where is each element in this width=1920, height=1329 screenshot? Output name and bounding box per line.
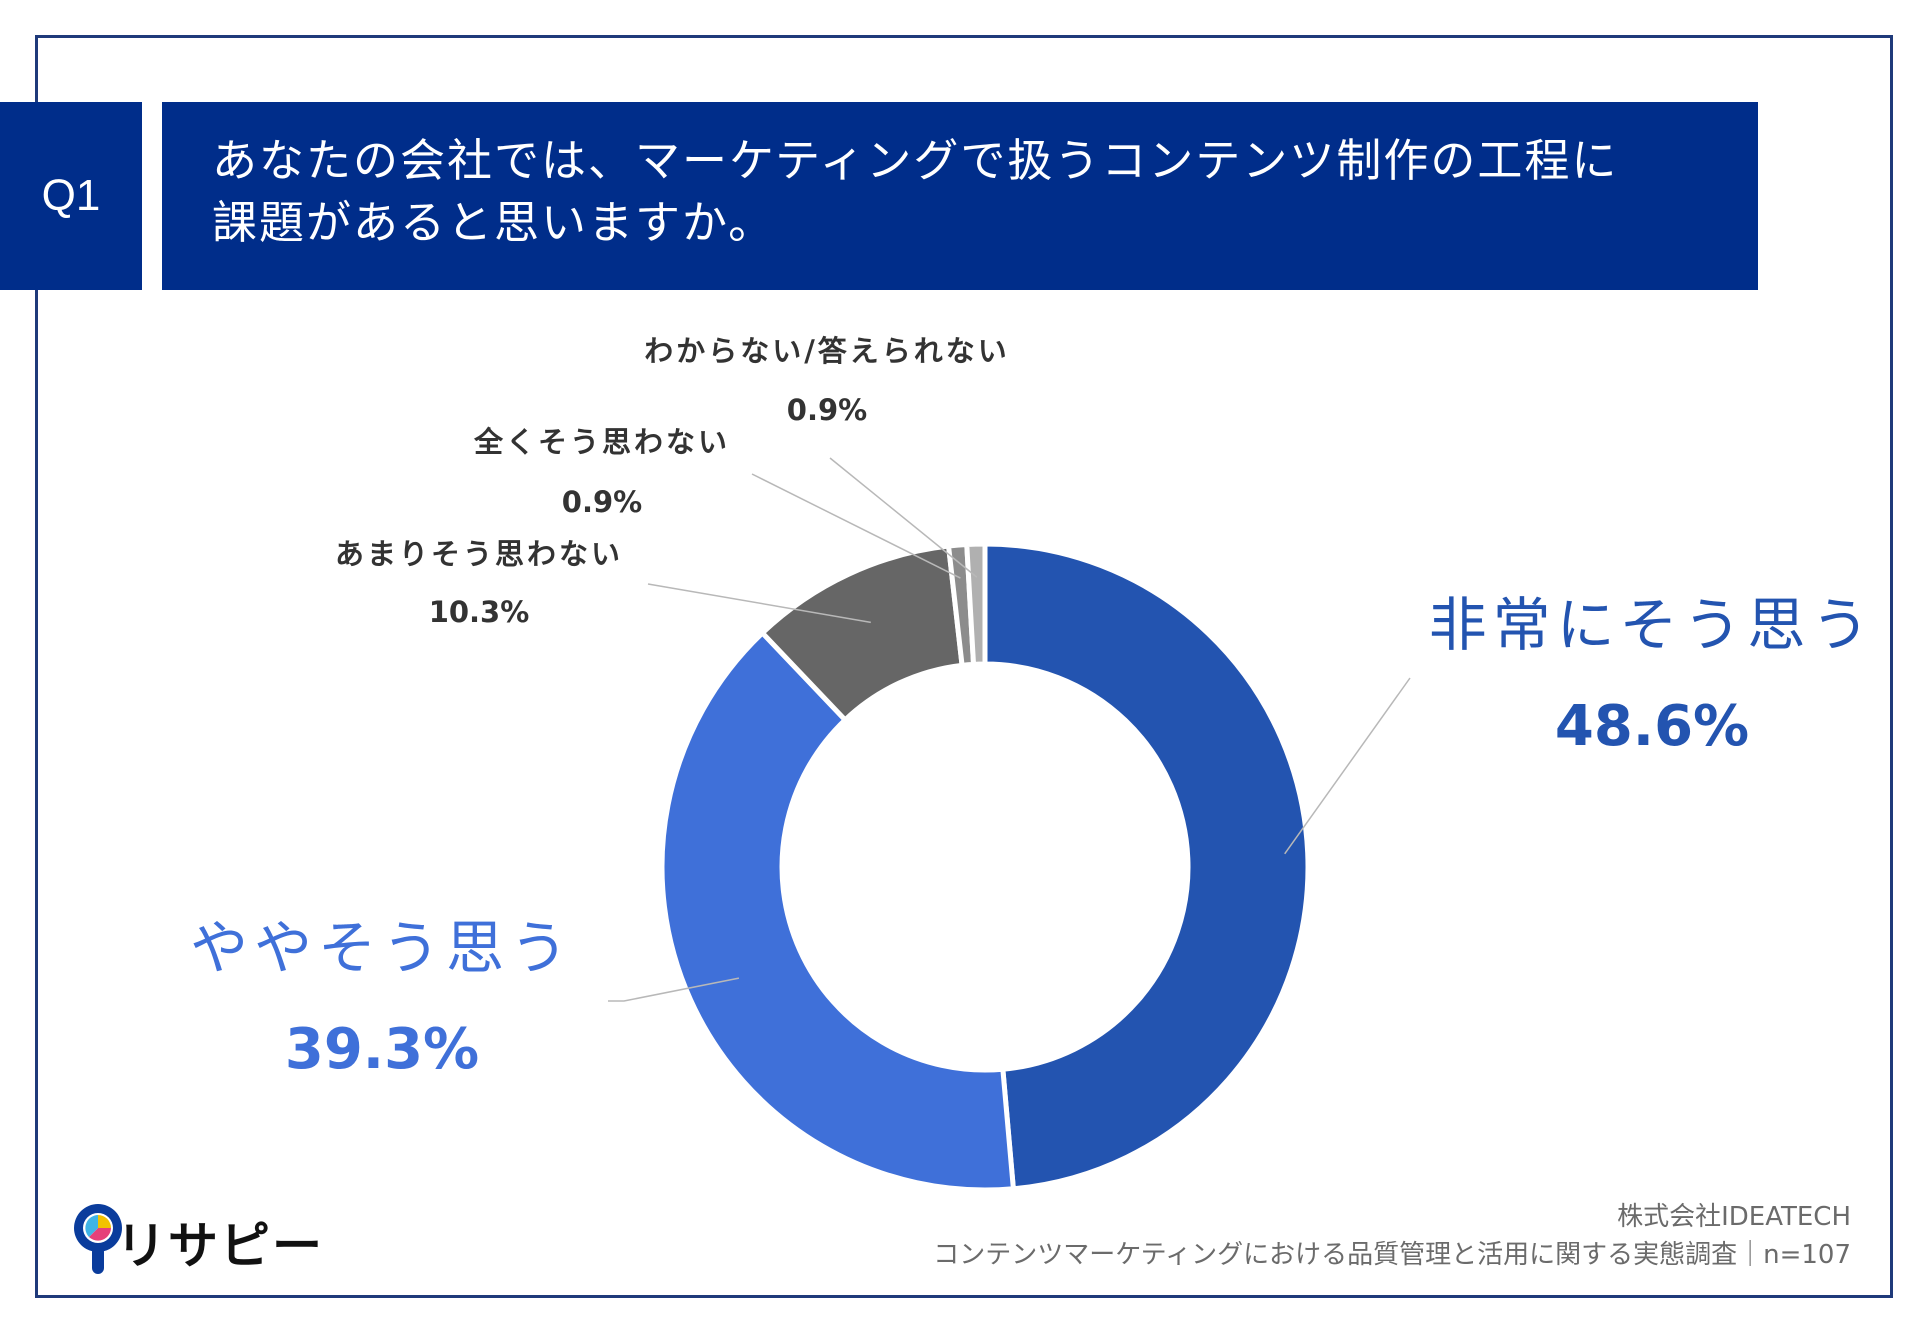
logo-text: リサピー <box>116 1217 324 1275</box>
leader-dont-know <box>829 457 978 578</box>
leader-not-much <box>647 583 871 624</box>
question-title-line2: 課題があると思いますか。 <box>212 196 776 249</box>
label-not-at-all: 全くそう思わない <box>473 425 730 459</box>
value-not-much: 10.3% <box>429 595 530 629</box>
label-somewhat-agree: ややそう思う <box>190 914 574 982</box>
footer: 株式会社IDEATECH コンテンツマーケティングにおける品質管理と活用に関する… <box>933 1198 1851 1274</box>
footer-survey: コンテンツマーケティングにおける品質管理と活用に関する実態調査｜n=107 <box>933 1240 1851 1270</box>
question-number: Q1 <box>0 102 142 290</box>
value-very-agree: 48.6% <box>1555 694 1749 759</box>
label-very-agree: 非常にそう思う <box>1429 591 1876 659</box>
value-somewhat-agree: 39.3% <box>285 1017 479 1082</box>
leader-very-agree <box>1284 677 1411 855</box>
label-not-much: あまりそう思わない <box>335 537 623 571</box>
slice-very-agree <box>982 541 1311 1192</box>
question-title: あなたの会社では、マーケティングで扱うコンテンツ制作の工程に 課題があると思いま… <box>162 102 1758 290</box>
chart-frame <box>35 35 1893 1298</box>
leader-not-at-all <box>751 473 961 579</box>
value-not-at-all: 0.9% <box>562 485 642 519</box>
footer-company: 株式会社IDEATECH <box>1617 1202 1851 1232</box>
label-dont-know: わからない/答えられない <box>644 334 1010 368</box>
question-title-line1: あなたの会社では、マーケティングで扱うコンテンツ制作の工程に <box>212 134 1619 187</box>
risapy-logo <box>74 1204 122 1274</box>
leader-somewhat-agree <box>608 977 740 1002</box>
slice-dont-know <box>964 541 988 667</box>
value-dont-know: 0.9% <box>787 393 867 427</box>
slice-somewhat-agree <box>659 629 1017 1193</box>
